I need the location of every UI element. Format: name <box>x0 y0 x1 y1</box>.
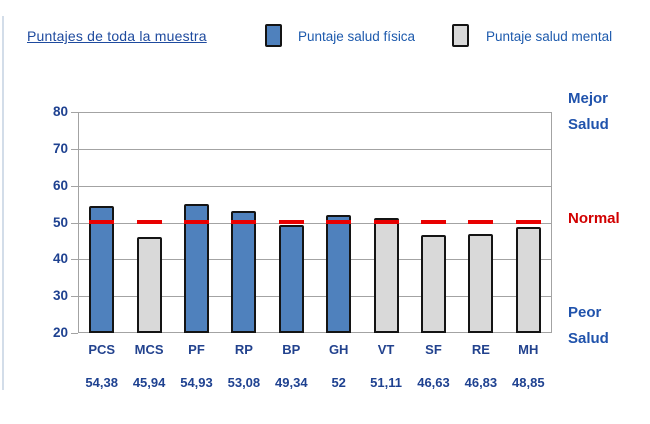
label-normal: Normal <box>568 210 620 227</box>
normal-reference-dash-GH <box>326 220 352 224</box>
value-label-PCS: 54,38 <box>85 375 118 390</box>
y-tick-label-60: 60 <box>52 178 68 193</box>
gridline-30 <box>78 296 552 297</box>
bar-RE <box>468 234 494 333</box>
value-label-RE: 46,83 <box>464 375 498 390</box>
x-category-label-BP: BP <box>282 342 301 357</box>
bar-MCS <box>136 237 162 333</box>
legend-swatch-salud-fisica <box>265 24 282 47</box>
value-label-SF: 46,63 <box>417 375 450 390</box>
normal-reference-dash-MH <box>515 220 541 224</box>
x-category-label-SF: SF <box>425 342 442 357</box>
y-tickmark-40 <box>71 259 78 260</box>
gridline-50 <box>78 223 552 224</box>
legend-swatch-salud-mental <box>452 24 469 47</box>
value-label-PF: 54,93 <box>180 375 213 390</box>
label-peor-salud: Peor Salud <box>568 304 609 347</box>
value-label-MH: 48,85 <box>512 375 545 390</box>
x-category-label-RE: RE <box>471 342 490 357</box>
x-category-label-MH: MH <box>518 342 539 357</box>
y-tick-label-50: 50 <box>52 215 68 230</box>
value-label-GH: 52 <box>331 375 346 390</box>
normal-reference-dash-VT <box>373 220 399 224</box>
x-category-label-VT: VT <box>377 342 395 357</box>
value-label-MCS: 45,94 <box>132 375 166 390</box>
value-label-RP: 53,08 <box>227 375 261 390</box>
x-category-label-PCS: PCS <box>88 342 116 357</box>
normal-reference-dash-SF <box>421 220 446 224</box>
bar-PCS <box>89 206 115 333</box>
gridline-70 <box>78 149 552 150</box>
y-tick-label-20: 20 <box>52 325 68 340</box>
legend-label-salud-fisica: Puntaje salud física <box>298 29 416 44</box>
value-label-VT: 51,11 <box>370 375 402 390</box>
label-mejor-salud: Mejor Salud <box>568 90 609 133</box>
gridline-40 <box>78 259 552 260</box>
bar-SF <box>421 234 446 333</box>
y-tickmark-30 <box>71 296 78 297</box>
normal-reference-dash-MCS <box>136 220 162 224</box>
bar-MH <box>515 226 541 333</box>
y-tick-label-40: 40 <box>52 251 68 266</box>
normal-reference-dash-PCS <box>89 220 115 224</box>
y-tickmark-60 <box>71 186 78 187</box>
left-edge-line <box>2 16 4 390</box>
y-tick-label-70: 70 <box>52 141 68 156</box>
chart-title: Puntajes de toda la muestra <box>27 28 207 44</box>
normal-reference-dash-PF <box>184 220 209 224</box>
normal-reference-dash-BP <box>278 220 304 224</box>
y-tickmark-20 <box>71 333 78 334</box>
x-category-label-GH: GH <box>328 342 349 357</box>
y-tick-label-80: 80 <box>52 104 68 119</box>
y-tick-label-30: 30 <box>52 288 68 303</box>
bar-VT <box>373 218 399 333</box>
bar-RP <box>231 211 257 333</box>
y-tickmark-70 <box>71 149 78 150</box>
legend-label-salud-mental: Puntaje salud mental <box>486 29 613 44</box>
x-category-label-MCS: MCS <box>134 342 164 357</box>
bar-BP <box>278 224 304 333</box>
gridline-60 <box>78 186 552 187</box>
bar-PF <box>184 204 209 333</box>
value-label-BP: 49,34 <box>275 375 308 390</box>
y-tickmark-80 <box>71 112 78 113</box>
normal-reference-dash-RE <box>468 220 494 224</box>
x-category-label-RP: RP <box>234 342 253 357</box>
bar-GH <box>326 215 352 333</box>
x-category-label-PF: PF <box>188 342 205 357</box>
normal-reference-dash-RP <box>231 220 257 224</box>
y-tickmark-50 <box>71 223 78 224</box>
